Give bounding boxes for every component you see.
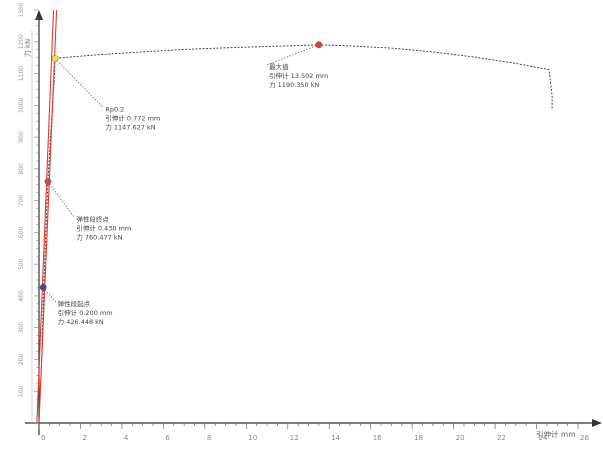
x-tick-label: 26	[580, 434, 589, 442]
y-tick-label: 800	[18, 163, 25, 175]
x-tick-label: 12	[290, 434, 299, 442]
series-line-1	[38, 9, 58, 424]
y-axis-label: 力 kN	[23, 39, 32, 58]
x-tick-label: 24	[539, 434, 548, 442]
y-tick-label: 700	[18, 195, 25, 207]
y-tick-label: 400	[18, 290, 25, 302]
y-tick-label: 1100	[18, 66, 25, 81]
y-tick-label: 100	[18, 385, 25, 397]
annotation-text: 力 1147.627 kN	[105, 123, 155, 132]
marker-layer	[39, 41, 323, 291]
annotation-text: 引伸计 13.502 mm	[269, 71, 328, 80]
y-tick-label: 1300	[18, 2, 25, 17]
y-tick-label: 200	[18, 354, 25, 366]
marker-point	[51, 55, 59, 62]
annotation-text: 引伸计 0.430 mm	[76, 223, 131, 232]
y-tick-label: 500	[18, 258, 25, 270]
annotation-text: 力 426.448 kN	[58, 317, 104, 326]
y-tick-label: 300	[18, 322, 25, 334]
annotation-text: 引伸计 0.772 mm	[105, 114, 160, 123]
x-tick-label: 6	[165, 434, 170, 442]
x-tick-label: 20	[456, 434, 465, 442]
x-tick-label: 16	[373, 434, 382, 442]
y-tick-label: 1200	[18, 34, 25, 49]
x-axis-label: 引伸计 mm	[536, 429, 576, 439]
marker-point	[39, 283, 47, 291]
axis-ticks: 0 2 4 6 8 10 12 14 16 18 20 22 24 2610020030040050060…	[18, 2, 589, 442]
x-tick-label: 4	[124, 434, 129, 442]
annotation-text: Rp0.2	[105, 106, 124, 114]
annotation-text: 力 760.477 kN	[76, 232, 122, 241]
marker-point	[44, 178, 52, 185]
y-axis-arrow	[35, 10, 43, 20]
annotation-text: 最大值	[269, 62, 289, 71]
annotation-leader	[54, 58, 104, 108]
x-tick-label: 8	[207, 434, 211, 442]
series-layer	[36, 9, 553, 424]
x-tick-label: 18	[414, 434, 423, 442]
y-tick-label: 1000	[18, 97, 25, 112]
annotation-text: 力 1190.350 kN	[269, 80, 319, 89]
x-tick-label: 14	[331, 434, 340, 442]
annotation-leader	[266, 44, 319, 66]
y-tick-label: 900	[18, 131, 25, 143]
annotation-text: 弹性段起点	[58, 299, 91, 308]
x-tick-label: 0	[41, 434, 45, 442]
series-line-2	[36, 9, 55, 424]
marker-point	[315, 41, 323, 49]
x-tick-label: 10	[248, 434, 257, 442]
y-tick-label: 600	[18, 226, 25, 238]
annotation-text: 引伸计 0.200 mm	[58, 308, 113, 317]
annotation-text: 弹性段终点	[76, 214, 109, 223]
x-tick-label: 22	[497, 434, 506, 442]
x-axis-arrow	[592, 419, 602, 427]
x-tick-label: 2	[82, 434, 86, 442]
axis-labels: 力 kN 引伸计 mm	[23, 39, 576, 439]
annotation-leader	[47, 181, 75, 218]
